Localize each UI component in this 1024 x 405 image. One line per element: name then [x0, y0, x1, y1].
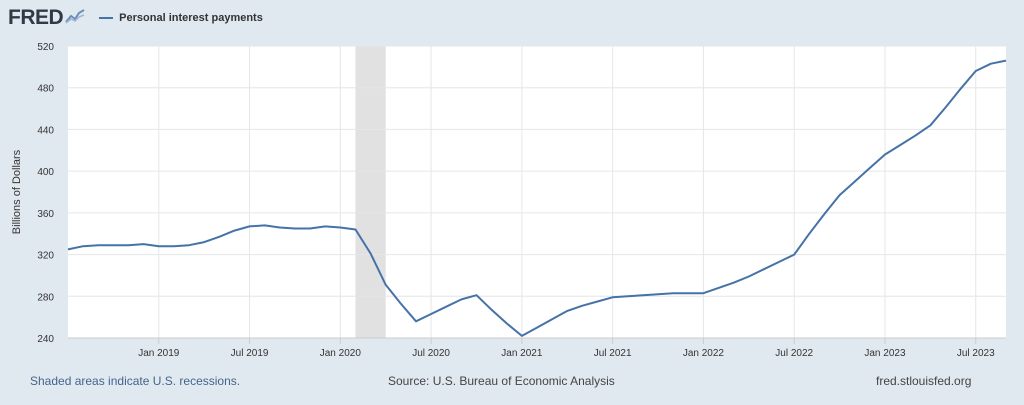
chart-legend[interactable]: Personal interest payments — [99, 12, 263, 24]
x-tick-label: Jan 2020 — [320, 348, 362, 359]
chart-header: FRED Personal interest payments — [8, 6, 263, 30]
grid-layer — [68, 45, 1006, 339]
series-layer — [67, 59, 1007, 337]
series-line[interactable] — [67, 59, 1007, 337]
y-tick-label: 360 — [37, 209, 54, 220]
y-axis: 240 280 320 360 400 440 480 520 — [37, 42, 54, 345]
y-tick-label: 320 — [37, 251, 54, 262]
y-tick-label: 440 — [37, 125, 54, 136]
y-tick-label: 240 — [37, 334, 54, 345]
x-tick-label: Jan 2023 — [864, 348, 906, 359]
recession-shade — [355, 46, 386, 338]
legend-swatch — [99, 17, 114, 19]
x-tick-label: Jul 2023 — [957, 348, 995, 359]
plot-area — [68, 46, 1006, 338]
x-tick-label: Jul 2021 — [594, 348, 632, 359]
x-tick-label: Jul 2022 — [775, 348, 813, 359]
x-tick-label: Jan 2021 — [501, 348, 543, 359]
y-tick-label: 480 — [37, 84, 54, 95]
fred-site-link[interactable]: fred.stlouisfed.org — [876, 374, 972, 388]
y-axis-label: Billions of Dollars — [11, 149, 23, 234]
source-note: Source: U.S. Bureau of Economic Analysis — [388, 374, 615, 388]
legend-label: Personal interest payments — [119, 12, 263, 24]
x-axis: Jan 2019 Jul 2019 Jan 2020 Jul 2020 Jan 2021… — [68, 337, 1006, 359]
fred-chart-logo-icon — [65, 7, 86, 29]
x-tick-label: Jul 2020 — [412, 348, 450, 359]
y-tick-label: 520 — [37, 42, 54, 53]
recession-note: Shaded areas indicate U.S. recessions. — [30, 374, 241, 388]
y-tick-label: 280 — [37, 292, 54, 303]
x-tick-label: Jul 2019 — [231, 348, 269, 359]
fred-logo[interactable]: FRED — [8, 6, 64, 29]
y-tick-label: 400 — [37, 167, 54, 178]
x-tick-label: Jan 2019 — [138, 348, 180, 359]
recession-layer — [355, 46, 386, 338]
x-tick-label: Jan 2022 — [683, 348, 725, 359]
